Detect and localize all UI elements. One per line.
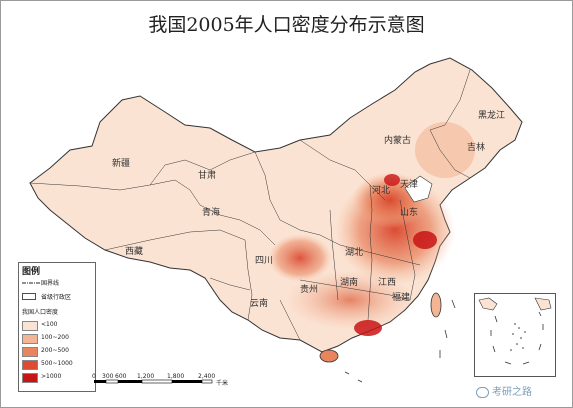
wechat-icon (476, 386, 489, 398)
scale-tick-4: 1,800 (167, 373, 184, 380)
label-tianjin: 天津 (400, 179, 418, 190)
scale-tick-1: 300 (102, 373, 114, 380)
label-fujian: 福建 (392, 291, 410, 303)
legend-label-3: 500~1000 (41, 360, 73, 367)
scale-bar: 0 300 600 1,200 1,800 2,400 千米 (92, 373, 228, 387)
label-guizhou: 贵州 (300, 283, 318, 295)
label-gansu: 甘肃 (198, 169, 216, 181)
legend-label-4: >1000 (41, 373, 62, 380)
provincial-border-symbol (22, 293, 36, 300)
legend-label-0: <100 (41, 321, 58, 328)
legend-national-border: 国界线 (41, 280, 60, 287)
label-heilongjiang: 黑龙江 (478, 109, 505, 121)
legend-box: 图例 国界线 省级行政区 我国人口密度 <100 100~200 200~500… (18, 262, 96, 392)
legend-provincial-border: 省级行政区 (41, 294, 72, 301)
inset-map (478, 297, 552, 365)
taiwan-island (430, 292, 442, 318)
label-jilin: 吉林 (467, 141, 485, 153)
legend-swatch-3 (22, 360, 38, 370)
scale-unit: 千米 (216, 379, 228, 387)
label-sichuan: 四川 (255, 256, 273, 266)
label-tibet: 西藏 (125, 245, 143, 257)
density-south (285, 270, 415, 330)
legend-swatch-2 (22, 347, 38, 357)
label-hebei: 河北 (372, 184, 390, 196)
province-labels: 黑龙江 吉林 内蒙古 新疆 甘肃 青海 西藏 四川 云南 湖北 湖南 贵州 江西… (112, 109, 505, 309)
legend-swatch-4 (22, 373, 38, 383)
legend-label-2: 200~500 (41, 347, 69, 354)
density-beijing (384, 174, 400, 186)
watermark: 考研之路 (476, 383, 532, 398)
hainan-island (319, 349, 339, 363)
density-northeast (415, 122, 475, 178)
legend-swatch-0 (22, 321, 38, 331)
label-yunnan: 云南 (250, 297, 268, 309)
scale-tick-2: 600 (115, 373, 127, 380)
legend-title: 图例 (22, 267, 41, 277)
label-jiangxi: 江西 (378, 277, 396, 288)
label-xinjiang: 新疆 (112, 157, 130, 169)
national-border-symbol (22, 282, 40, 284)
scale-tick-5: 2,400 (198, 373, 215, 380)
label-qinghai: 青海 (202, 206, 220, 218)
scale-tick-0: 0 (92, 373, 96, 380)
provincial-borders (29, 69, 471, 341)
legend-label-1: 100~200 (41, 334, 69, 341)
legend-swatch-1 (22, 334, 38, 344)
south-china-sea-inset (474, 293, 556, 377)
scale-tick-3: 1,200 (137, 373, 154, 380)
density-sichuan-basin (268, 234, 332, 282)
label-inner-mongolia: 内蒙古 (384, 134, 411, 146)
watermark-text: 考研之路 (492, 387, 532, 398)
density-yangtze-delta (413, 231, 437, 249)
legend-density-title: 我国人口密度 (22, 309, 59, 316)
map-title: 我国2005年人口密度分布示意图 (148, 14, 425, 36)
label-shandong: 山东 (400, 206, 418, 218)
density-pearl-delta (354, 320, 382, 336)
bohai-sea (404, 175, 433, 203)
label-hubei: 湖北 (345, 247, 363, 258)
label-hunan: 湖南 (340, 276, 358, 288)
south-sea-border (344, 299, 456, 383)
